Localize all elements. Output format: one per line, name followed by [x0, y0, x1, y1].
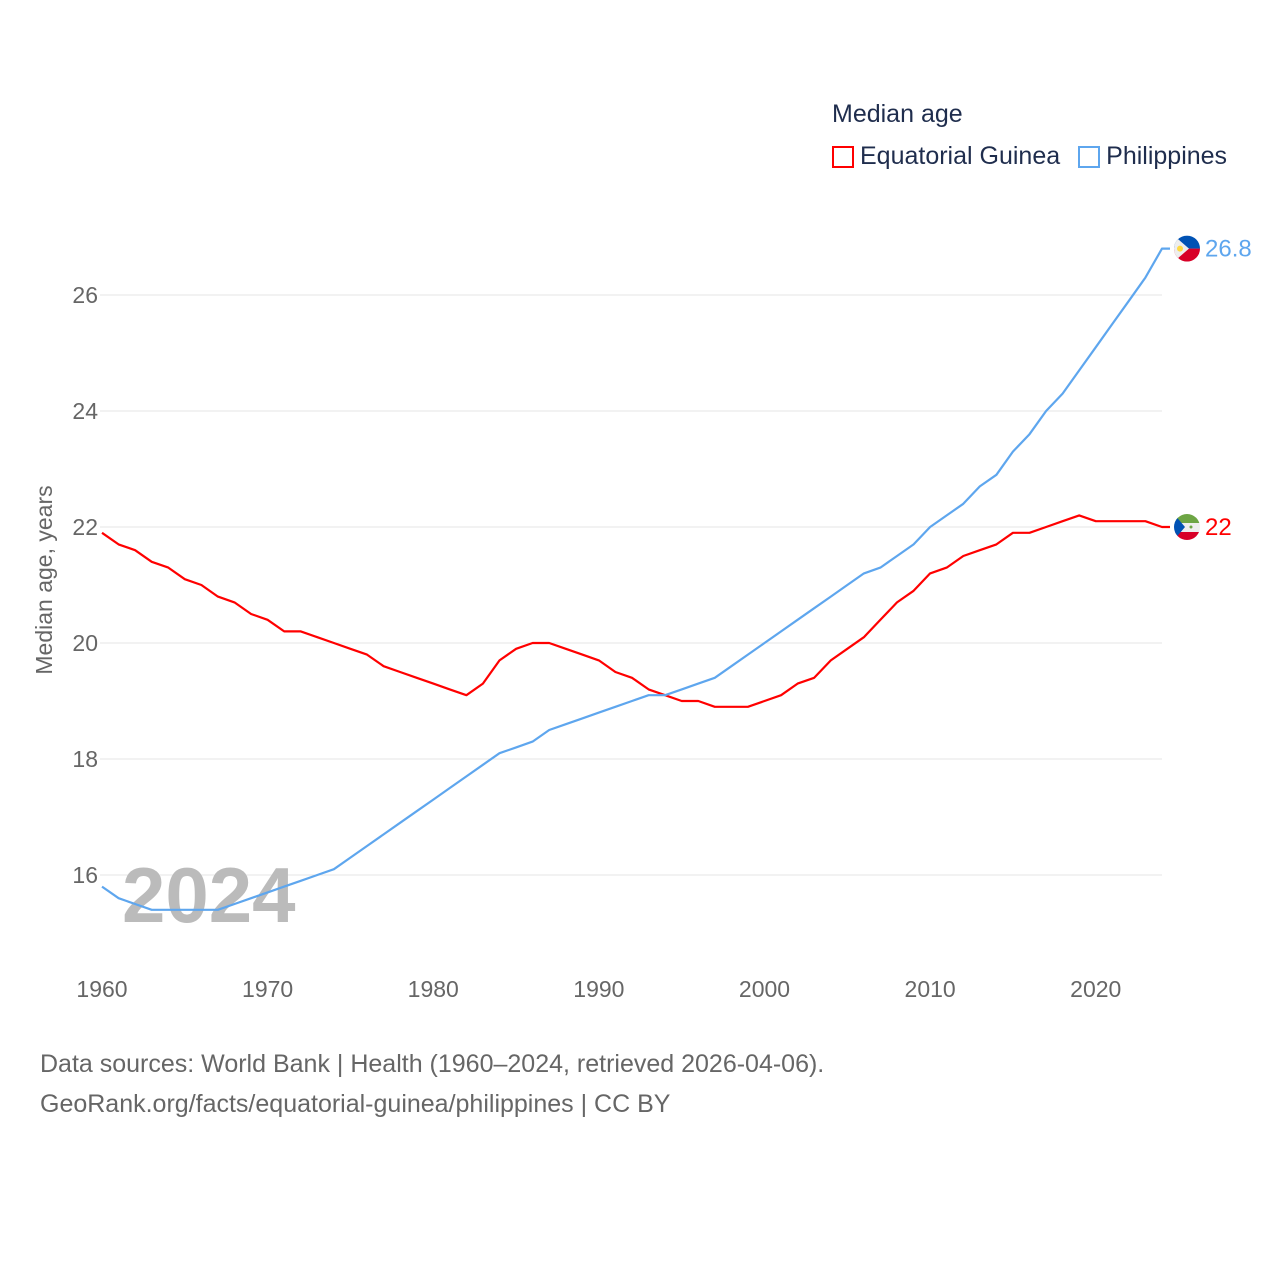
- end-marker-philippines: 26.8: [1174, 235, 1252, 263]
- footer: Data sources: World Bank | Health (1960–…: [40, 1044, 824, 1124]
- y-tick-label: 22: [72, 514, 98, 540]
- x-tick-label: 2020: [1070, 976, 1121, 1002]
- end-value-label: 26.8: [1205, 236, 1252, 263]
- legend-label: Philippines: [1106, 142, 1228, 170]
- legend-label: Equatorial Guinea: [860, 142, 1061, 170]
- legend-item-philippines[interactable]: Philippines: [1078, 142, 1227, 171]
- x-tick-label: 2000: [739, 976, 790, 1002]
- legend-item-equatorial-guinea[interactable]: Equatorial Guinea: [832, 142, 1060, 171]
- x-tick-label: 1960: [76, 976, 127, 1002]
- end-value-label: 22: [1205, 514, 1232, 541]
- legend: Equatorial Guinea Philippines: [832, 142, 1227, 171]
- year-watermark: 2024: [122, 851, 296, 939]
- source-link[interactable]: GeoRank.org/facts/equatorial-guinea/phil…: [40, 1090, 671, 1118]
- line-chart: 16 18 20 22 24 26 1960 1970 1980 1990 2000 2010 2020…: [31, 235, 1252, 1002]
- x-tick-label: 1970: [242, 976, 293, 1002]
- philippines-flag-icon: [1174, 235, 1200, 262]
- x-tick-label: 2010: [905, 976, 956, 1002]
- x-tick-label: 1990: [573, 976, 624, 1002]
- data-source-text: Data sources: World Bank | Health (1960–…: [40, 1050, 825, 1078]
- legend-title: Median age: [832, 100, 963, 128]
- y-tick-label: 24: [72, 398, 98, 424]
- y-tick-label: 18: [72, 746, 98, 772]
- y-tick-label: 20: [72, 630, 98, 656]
- legend-swatch: [1078, 145, 1101, 168]
- x-tick-label: 1980: [408, 976, 459, 1002]
- legend-swatch: [832, 145, 854, 168]
- end-marker-equatorial-guinea: 22: [1174, 514, 1232, 541]
- series-line-equatorial-guinea: [101, 514, 1170, 708]
- y-tick-label: 26: [72, 282, 98, 308]
- y-tick-label: 16: [72, 862, 98, 888]
- series-line-philippines: [101, 247, 1170, 911]
- y-axis-label: Median age, years: [31, 485, 57, 674]
- equatorial-guinea-flag-icon: [1174, 514, 1200, 540]
